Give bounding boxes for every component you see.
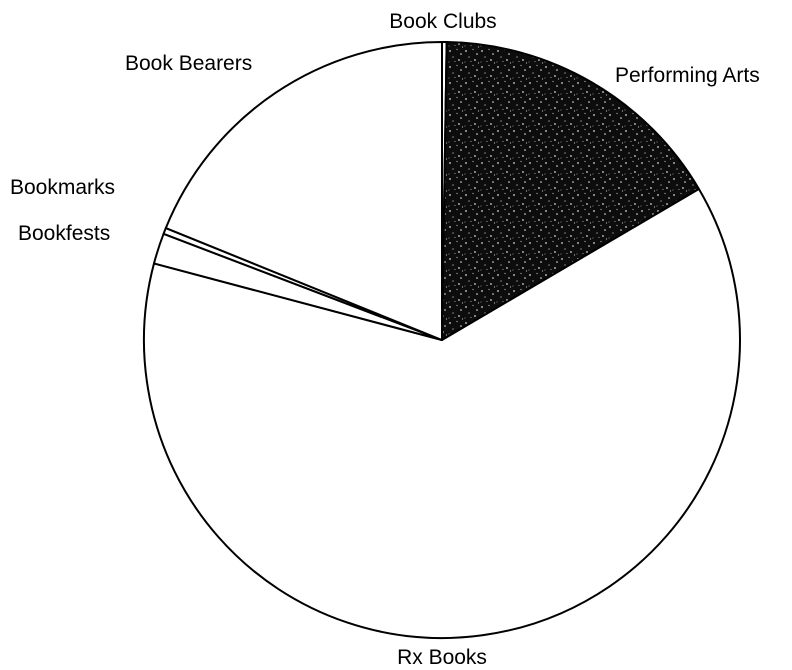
slice-label-bookmarks: Bookmarks	[10, 176, 115, 199]
pie-labels: Book Clubs Performing Arts Rx Books Book…	[10, 10, 760, 669]
pie-slice-performing-arts	[441, 41, 700, 341]
pie-slices	[143, 41, 741, 639]
pie-slice-book-bearers	[164, 41, 443, 341]
slice-label-rx-books: Rx Books	[397, 646, 487, 669]
slice-label-bookfests: Bookfests	[18, 222, 110, 245]
slice-label-performing-arts: Performing Arts	[615, 64, 760, 87]
slice-label-book-clubs: Book Clubs	[389, 10, 496, 33]
slice-label-book-bearers: Book Bearers	[125, 52, 252, 75]
